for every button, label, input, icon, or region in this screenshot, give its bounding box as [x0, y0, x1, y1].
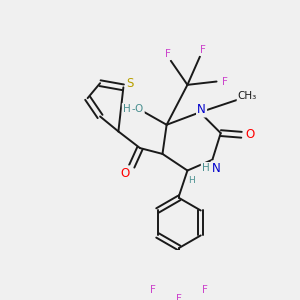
- Text: -O: -O: [131, 104, 144, 114]
- Text: F: F: [150, 285, 156, 295]
- Text: F: F: [202, 285, 208, 295]
- Text: N: N: [212, 161, 221, 175]
- Text: O: O: [245, 128, 254, 141]
- Text: F: F: [164, 49, 170, 59]
- Text: S: S: [126, 77, 134, 90]
- Text: O: O: [120, 167, 130, 179]
- Text: H: H: [188, 176, 195, 185]
- Text: H: H: [202, 163, 210, 173]
- Text: CH₃: CH₃: [238, 91, 257, 101]
- Text: H: H: [123, 104, 130, 114]
- Text: N: N: [197, 103, 206, 116]
- Text: F: F: [176, 294, 182, 300]
- Text: F: F: [200, 45, 206, 55]
- Text: F: F: [222, 76, 228, 86]
